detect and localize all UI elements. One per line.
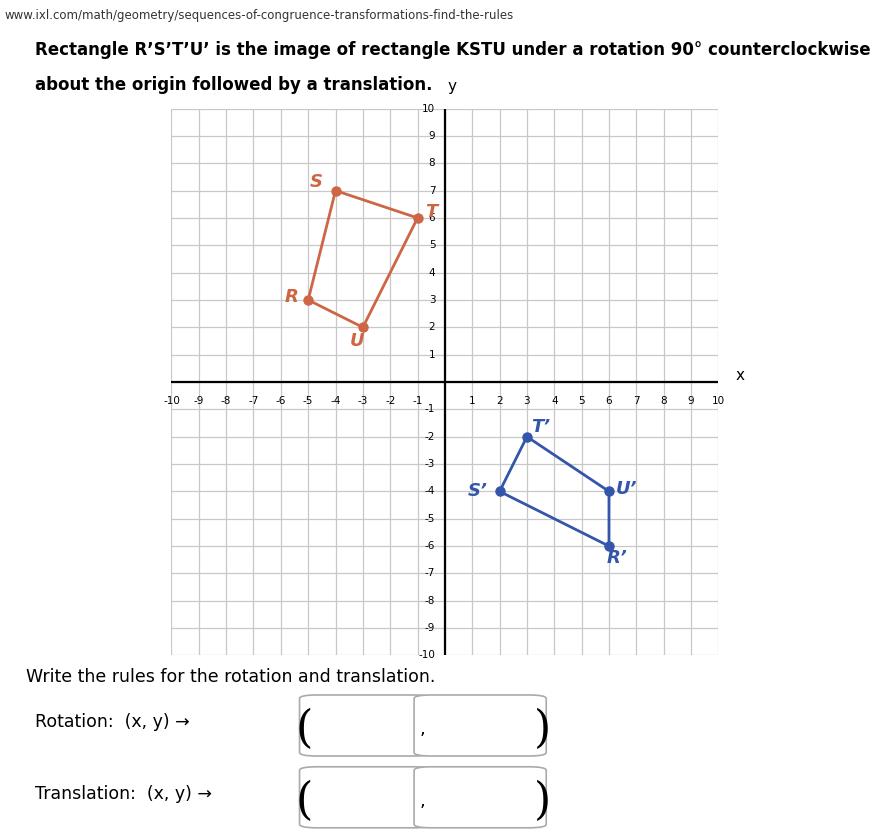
Text: (: ( — [295, 779, 313, 822]
Text: 3: 3 — [523, 396, 530, 406]
Text: U’: U’ — [616, 479, 638, 498]
Text: 2: 2 — [429, 322, 435, 332]
Text: U: U — [350, 332, 365, 350]
Text: 4: 4 — [551, 396, 558, 406]
Text: 4: 4 — [429, 268, 435, 277]
Text: -6: -6 — [276, 396, 286, 406]
FancyBboxPatch shape — [300, 695, 432, 756]
Text: -5: -5 — [425, 514, 435, 524]
Text: -2: -2 — [425, 432, 435, 442]
Text: -8: -8 — [221, 396, 232, 406]
Text: 5: 5 — [429, 240, 435, 250]
Text: 7: 7 — [429, 185, 435, 195]
Text: -10: -10 — [418, 650, 435, 660]
Text: 10: 10 — [712, 396, 725, 406]
Text: T’: T’ — [531, 418, 550, 436]
Text: 9: 9 — [429, 131, 435, 141]
Text: 2: 2 — [496, 396, 503, 406]
Text: y: y — [448, 79, 456, 94]
Text: -6: -6 — [425, 541, 435, 551]
Text: -1: -1 — [425, 404, 435, 414]
Text: 7: 7 — [633, 396, 640, 406]
Text: R: R — [285, 288, 299, 306]
Text: -4: -4 — [425, 487, 435, 496]
Text: -9: -9 — [425, 623, 435, 633]
Text: -7: -7 — [248, 396, 259, 406]
Text: Rotation:  (x, y) →: Rotation: (x, y) → — [35, 713, 190, 731]
Text: -3: -3 — [358, 396, 368, 406]
Text: Write the rules for the rotation and translation.: Write the rules for the rotation and tra… — [26, 668, 436, 686]
Text: -9: -9 — [194, 396, 204, 406]
Text: Rectangle R’S’T’U’ is the image of rectangle KSTU under a rotation 90° countercl: Rectangle R’S’T’U’ is the image of recta… — [35, 41, 870, 59]
Text: 1: 1 — [429, 350, 435, 360]
Text: R’: R’ — [607, 549, 627, 568]
FancyBboxPatch shape — [414, 767, 546, 827]
Text: -8: -8 — [425, 596, 435, 605]
Text: -7: -7 — [425, 569, 435, 579]
Text: S’: S’ — [468, 483, 488, 500]
Text: 8: 8 — [661, 396, 667, 406]
Text: -5: -5 — [303, 396, 314, 406]
Text: about the origin followed by a translation.: about the origin followed by a translati… — [35, 76, 433, 94]
Text: www.ixl.com/math/geometry/sequences-of-congruence-transformations-find-the-rules: www.ixl.com/math/geometry/sequences-of-c… — [4, 9, 514, 23]
Text: 9: 9 — [688, 396, 694, 406]
Text: T: T — [426, 204, 437, 221]
Text: (: ( — [295, 707, 313, 751]
Text: Translation:  (x, y) →: Translation: (x, y) → — [35, 785, 212, 802]
FancyBboxPatch shape — [414, 695, 546, 756]
FancyBboxPatch shape — [300, 767, 432, 827]
Text: S: S — [310, 174, 322, 191]
Text: 6: 6 — [605, 396, 612, 406]
Text: 3: 3 — [429, 295, 435, 305]
Text: 6: 6 — [429, 213, 435, 223]
Text: x: x — [736, 367, 744, 382]
Text: ): ) — [534, 707, 552, 751]
Text: 10: 10 — [422, 104, 435, 114]
Text: -10: -10 — [163, 396, 180, 406]
Text: -3: -3 — [425, 459, 435, 469]
Text: ,: , — [419, 720, 426, 738]
Text: 5: 5 — [578, 396, 585, 406]
Text: ): ) — [534, 779, 552, 822]
Text: ,: , — [419, 792, 426, 810]
Text: -1: -1 — [412, 396, 423, 406]
Text: 1: 1 — [469, 396, 476, 406]
Text: -4: -4 — [330, 396, 341, 406]
Text: 8: 8 — [429, 159, 435, 168]
Text: -2: -2 — [385, 396, 396, 406]
